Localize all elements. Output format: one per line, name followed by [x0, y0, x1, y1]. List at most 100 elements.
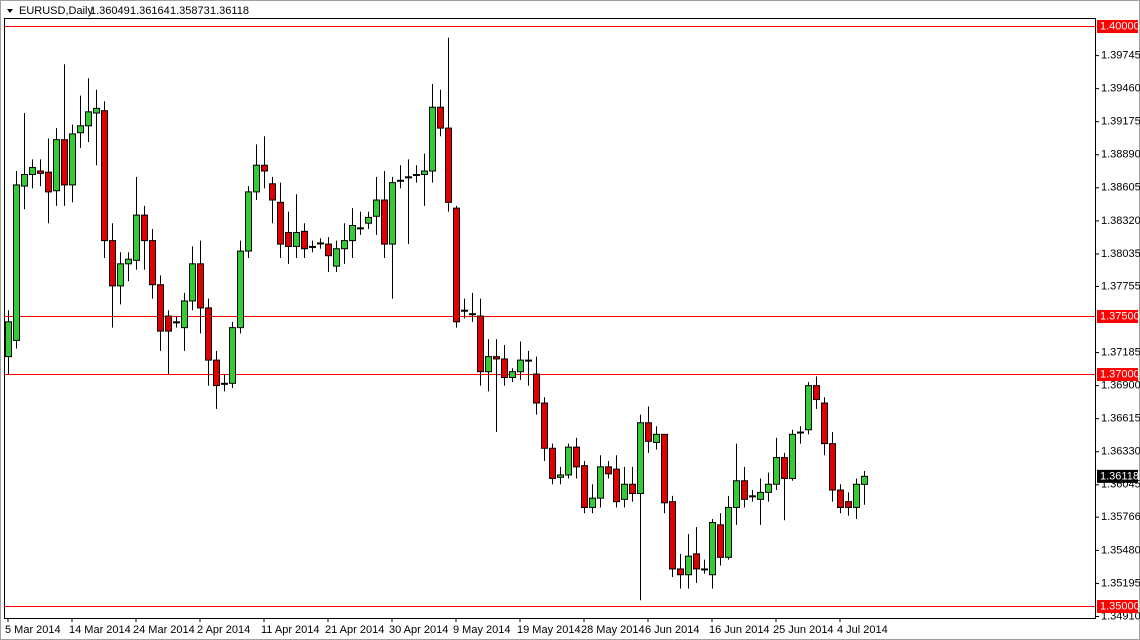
candle-body: [53, 139, 60, 192]
candle-body: [61, 139, 68, 186]
y-tick-label: 1.39460: [1101, 83, 1140, 95]
level-label-box: [1097, 600, 1138, 613]
candle-body: [245, 191, 252, 252]
candle-body: [301, 230, 308, 250]
candle-body: [45, 171, 52, 193]
candle-body: [741, 480, 748, 500]
y-tick-label: 1.38035: [1101, 248, 1140, 260]
candle-body: [477, 315, 484, 373]
candle-body: [557, 474, 564, 478]
candle-body: [509, 371, 516, 379]
candle-body: [653, 433, 660, 443]
candle-body: [357, 227, 364, 230]
candle-body: [181, 300, 188, 329]
candle-body: [325, 243, 332, 257]
y-tick-label: 1.35480: [1101, 544, 1140, 556]
candle-body: [733, 480, 740, 508]
candle-body: [525, 359, 532, 362]
candle-body: [269, 183, 276, 201]
candle-body: [341, 240, 348, 250]
y-tick-label: 1.39175: [1101, 116, 1140, 128]
candle-body: [261, 164, 268, 172]
candle-body: [405, 176, 412, 179]
header-high: 1.36164: [130, 5, 170, 17]
candle-body: [13, 184, 20, 341]
candle-body: [397, 179, 404, 182]
candle-body: [117, 263, 124, 287]
candle-body: [645, 422, 652, 442]
candle-body: [517, 359, 524, 373]
candle-body: [765, 483, 772, 493]
candle-body: [317, 242, 324, 245]
candle-body: [133, 214, 140, 261]
candle-body: [157, 284, 164, 332]
candle-body: [469, 313, 476, 316]
y-tick-label: 1.38890: [1101, 149, 1140, 161]
level-label: 1.37500: [1100, 310, 1140, 322]
candle-body: [421, 170, 428, 175]
candle-body: [669, 501, 676, 570]
candle-body: [213, 359, 220, 387]
candle-body: [365, 216, 372, 224]
candle-body: [725, 506, 732, 558]
candle-body: [37, 170, 44, 174]
x-tick-label: 24 Mar 2014: [133, 624, 195, 636]
x-tick-label: 28 May 2014: [581, 624, 645, 636]
candle-body: [461, 309, 468, 312]
candle-body: [565, 446, 572, 476]
candle-body: [813, 385, 820, 401]
candle-body: [757, 491, 764, 500]
candle-body: [373, 199, 380, 217]
candle-body: [485, 356, 492, 373]
candle-body: [693, 553, 700, 570]
y-tick-label: 1.38320: [1101, 215, 1140, 227]
menu-arrow[interactable]: [7, 9, 13, 13]
x-tick-label: 16 Jun 2014: [709, 624, 770, 636]
candle-body: [853, 483, 860, 508]
candle-body: [333, 248, 340, 267]
candle-body: [661, 433, 668, 504]
candle-body: [189, 263, 196, 302]
candle-body: [829, 443, 836, 491]
y-tick-label: 1.36615: [1101, 413, 1140, 425]
candle-body: [437, 106, 444, 129]
y-tick-label: 1.37755: [1101, 280, 1140, 292]
header-low: 1.35873: [170, 5, 210, 17]
candle-body: [821, 402, 828, 445]
candle-body: [429, 106, 436, 172]
y-tick-label: 1.39745: [1101, 49, 1140, 61]
level-label: 1.40000: [1100, 20, 1140, 32]
candle-body: [381, 199, 388, 245]
candle-body: [205, 307, 212, 361]
candle-body: [597, 466, 604, 499]
candle-body: [533, 373, 540, 404]
header-close: 1.36118: [210, 5, 249, 17]
candle-body: [797, 431, 804, 434]
candle-body: [861, 475, 868, 485]
candle-body: [109, 240, 116, 287]
candle-body: [629, 483, 636, 495]
candle-body: [845, 501, 852, 508]
candle-body: [501, 358, 508, 379]
level-label-box: [1097, 368, 1138, 381]
candle-body: [685, 555, 692, 576]
candle-body: [221, 382, 228, 385]
candle-body: [781, 457, 788, 479]
x-tick-label: 2 Apr 2014: [197, 624, 250, 636]
candle-body: [613, 468, 620, 503]
candle-body: [21, 173, 28, 187]
candle-body: [165, 315, 172, 332]
y-tick-label: 1.36330: [1101, 446, 1140, 458]
x-tick-label: 4 Jul 2014: [837, 624, 888, 636]
candle-body: [773, 457, 780, 485]
y-tick-label: 1.36900: [1101, 380, 1140, 392]
candle-body: [805, 385, 812, 431]
symbol-title: EURUSD,Daily: [19, 5, 93, 17]
candle-body: [701, 568, 708, 571]
x-tick-label: 21 Apr 2014: [325, 624, 384, 636]
x-tick-label: 14 Mar 2014: [69, 624, 131, 636]
x-tick-label: 5 Mar 2014: [5, 624, 61, 636]
candle-body: [149, 240, 156, 286]
y-tick-label: 1.35195: [1101, 577, 1140, 589]
